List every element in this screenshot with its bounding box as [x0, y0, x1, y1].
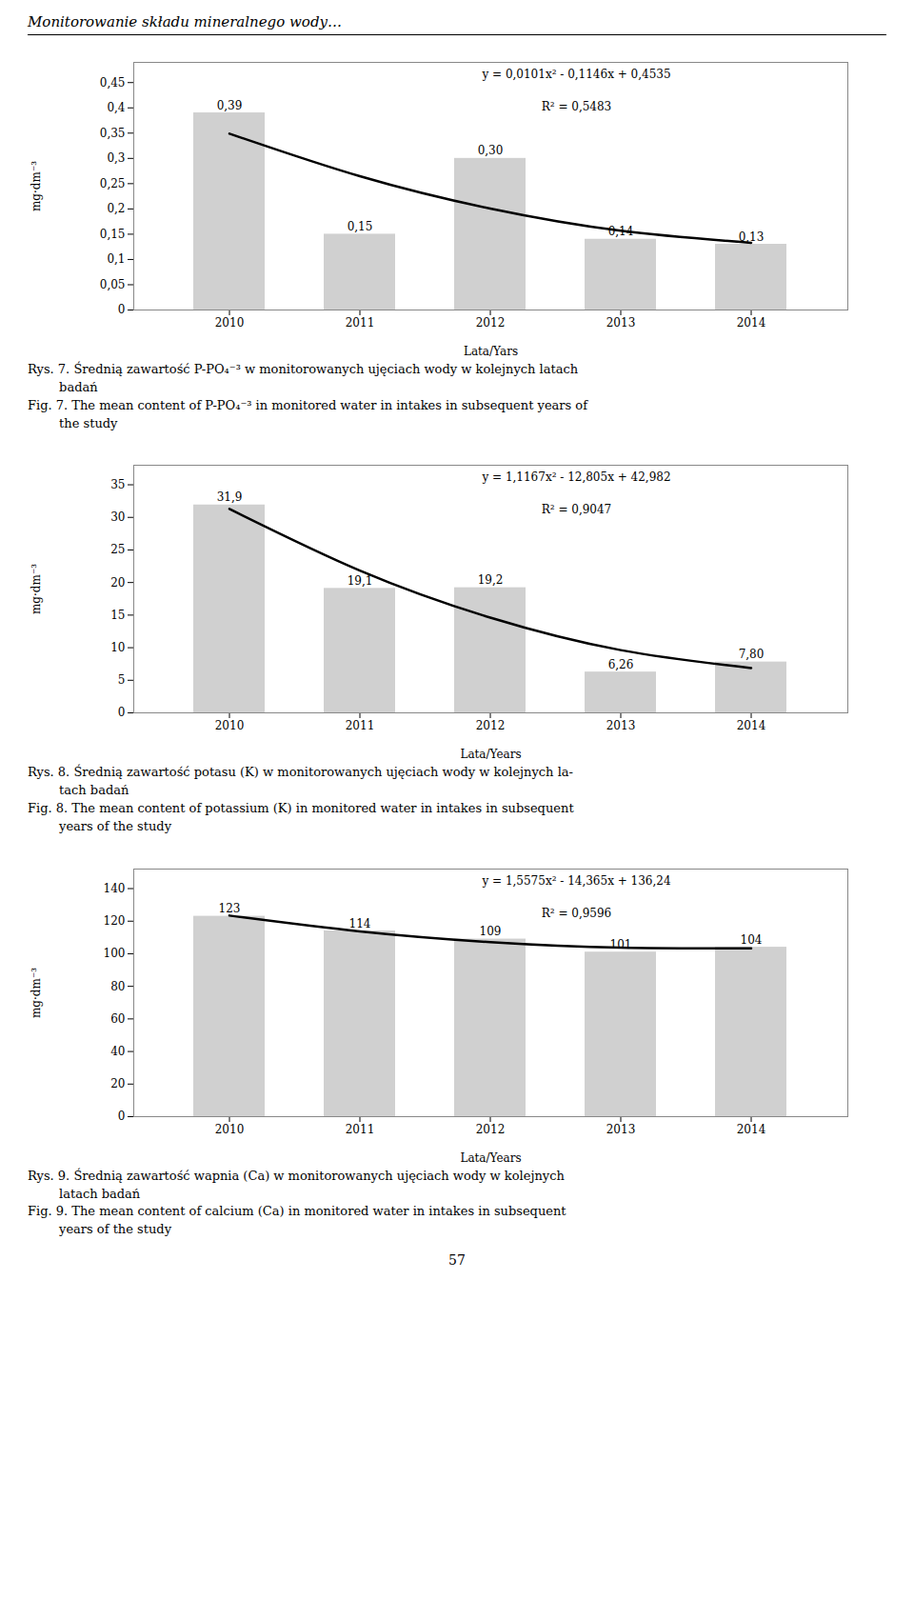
- svg-text:0: 0: [118, 706, 126, 720]
- html-text:Monitorowanie składu mineralne: Monitorowanie składu mineralnego wody…: [27, 13, 342, 31]
- svg-text:2013: 2013: [606, 1122, 636, 1136]
- svg-text:20: 20: [110, 576, 125, 590]
- svg-text:120: 120: [103, 914, 126, 928]
- svg-text:109: 109: [479, 924, 502, 938]
- svg-text:114: 114: [349, 915, 372, 930]
- svg-text:0,13: 0,13: [738, 230, 765, 244]
- svg-text:104: 104: [740, 932, 763, 946]
- svg-text:0,39: 0,39: [217, 99, 243, 113]
- html-text:Rys. 9. Średnią zawartość wapn: Rys. 9. Średnią zawartość wapnia (Ca) w …: [27, 1168, 567, 1237]
- svg-text:80: 80: [110, 978, 125, 993]
- svg-text:101: 101: [610, 936, 633, 951]
- svg-text:y = 1,5575x² - 14,365x + 136,2: y = 1,5575x² - 14,365x + 136,24: [480, 874, 672, 888]
- svg-text:0,2: 0,2: [106, 201, 125, 216]
- svg-text:20: 20: [110, 1076, 125, 1091]
- svg-text:0,15: 0,15: [99, 227, 126, 241]
- svg-text:2011: 2011: [345, 1122, 376, 1136]
- svg-text:30: 30: [110, 510, 125, 524]
- svg-text:2014: 2014: [736, 1122, 767, 1136]
- html-text:Rys. 7. Średnią zawartość P-PO: Rys. 7. Średnią zawartość P-PO₄⁻³ w moni…: [27, 361, 588, 430]
- svg-text:R² = 0,9047: R² = 0,9047: [541, 502, 613, 517]
- svg-text:2011: 2011: [345, 718, 376, 733]
- svg-text:2010: 2010: [215, 718, 245, 733]
- svg-text:0: 0: [118, 1109, 126, 1123]
- svg-text:2012: 2012: [476, 316, 506, 330]
- svg-text:19,1: 19,1: [347, 574, 374, 588]
- svg-text:5: 5: [118, 674, 126, 688]
- svg-text:0,1: 0,1: [106, 252, 125, 266]
- svg-text:0,14: 0,14: [608, 224, 635, 239]
- svg-text:2010: 2010: [215, 316, 245, 330]
- svg-text:2012: 2012: [476, 718, 506, 733]
- svg-text:mg·dm⁻³: mg·dm⁻³: [29, 967, 43, 1018]
- svg-text:0,15: 0,15: [347, 219, 374, 234]
- svg-text:2011: 2011: [345, 316, 376, 330]
- svg-text:2013: 2013: [606, 718, 636, 733]
- svg-text:Lata/Years: Lata/Years: [459, 747, 521, 761]
- svg-text:0,25: 0,25: [99, 177, 126, 191]
- svg-text:2012: 2012: [476, 1122, 506, 1136]
- svg-text:7,80: 7,80: [738, 648, 765, 662]
- svg-text:19,2: 19,2: [477, 574, 504, 588]
- svg-text:100: 100: [103, 946, 126, 960]
- svg-text:y = 0,0101x² - 0,1146x + 0,453: y = 0,0101x² - 0,1146x + 0,4535: [480, 67, 671, 81]
- svg-text:6,26: 6,26: [608, 657, 635, 672]
- svg-text:0,3: 0,3: [106, 151, 125, 165]
- html-text:Rys. 8. Średnią zawartość pota: Rys. 8. Średnią zawartość potasu (K) w m…: [27, 764, 574, 833]
- svg-text:0,05: 0,05: [99, 278, 126, 292]
- html-text:57: 57: [448, 1252, 466, 1268]
- svg-text:140: 140: [103, 881, 126, 895]
- svg-text:R² = 0,9596: R² = 0,9596: [541, 905, 613, 919]
- svg-text:2014: 2014: [736, 718, 767, 733]
- svg-text:35: 35: [110, 477, 125, 492]
- svg-text:0,30: 0,30: [477, 143, 504, 158]
- svg-text:mg·dm⁻³: mg·dm⁻³: [29, 563, 43, 615]
- svg-text:2014: 2014: [736, 316, 767, 330]
- svg-text:40: 40: [110, 1044, 125, 1058]
- svg-text:60: 60: [110, 1011, 125, 1025]
- svg-text:y = 1,1167x² - 12,805x + 42,98: y = 1,1167x² - 12,805x + 42,982: [480, 470, 671, 484]
- svg-text:0: 0: [118, 302, 126, 317]
- svg-text:0,35: 0,35: [99, 126, 126, 140]
- svg-text:31,9: 31,9: [217, 491, 243, 505]
- svg-text:10: 10: [110, 640, 125, 655]
- svg-text:2010: 2010: [215, 1122, 245, 1136]
- svg-text:Lata/Yars: Lata/Yars: [463, 344, 518, 358]
- svg-text:R² = 0,5483: R² = 0,5483: [541, 99, 613, 114]
- svg-text:0,45: 0,45: [99, 76, 126, 90]
- svg-text:123: 123: [218, 901, 241, 915]
- svg-text:mg·dm⁻³: mg·dm⁻³: [29, 160, 43, 212]
- svg-text:15: 15: [110, 608, 125, 622]
- svg-text:2013: 2013: [606, 316, 636, 330]
- svg-text:Lata/Years: Lata/Years: [459, 1150, 521, 1164]
- svg-text:0,4: 0,4: [106, 100, 125, 115]
- svg-text:25: 25: [110, 543, 125, 557]
